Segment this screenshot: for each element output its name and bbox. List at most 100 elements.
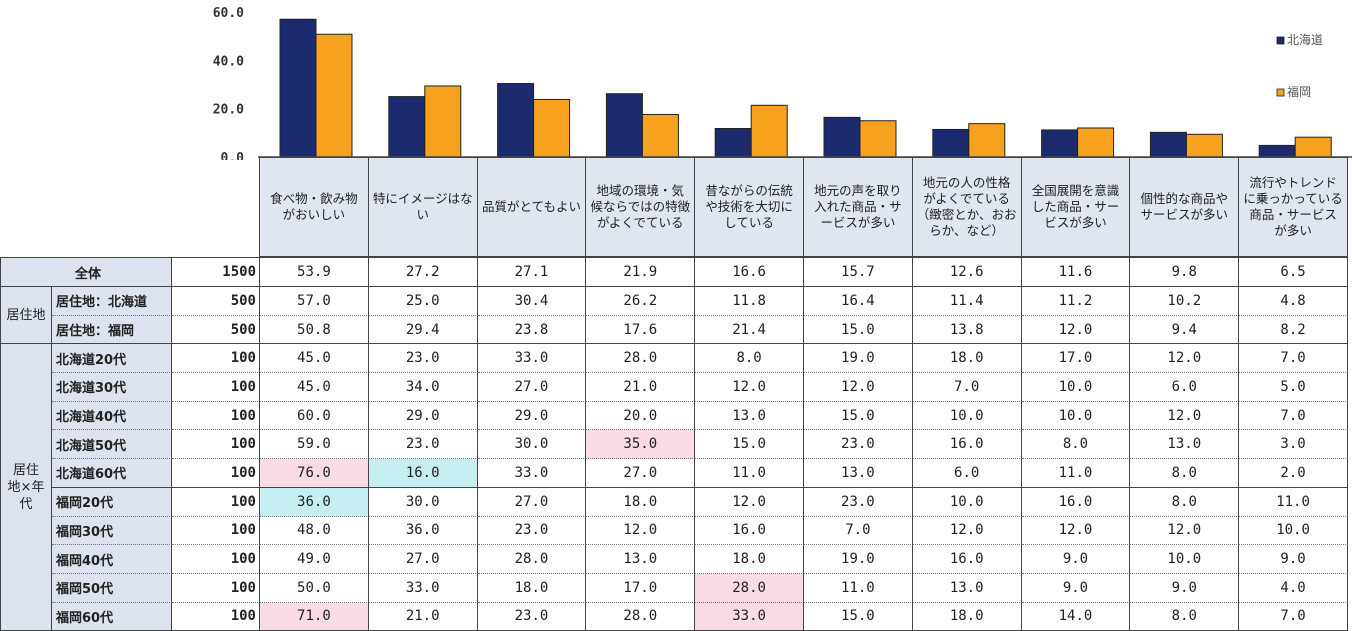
table-cell: 23.0: [368, 430, 478, 460]
table-cell: 29.4: [368, 315, 478, 345]
table-cell: 6.5: [1239, 257, 1348, 287]
sample-size: 100: [172, 602, 260, 631]
table-cell: 57.0: [260, 287, 369, 316]
table-cell: 23.0: [803, 487, 913, 517]
table-cell: 21.0: [368, 602, 478, 631]
table-cell: 11.6: [1021, 257, 1131, 287]
bar-fukuoka: [1294, 136, 1332, 158]
table-cell: 16.4: [803, 287, 913, 316]
table-cell: 33.0: [477, 344, 587, 374]
table-cell: 4.0: [1239, 573, 1348, 603]
table-cell: 11.0: [1239, 487, 1348, 517]
bar-hokkaido: [1041, 129, 1079, 158]
table-cell: 27.0: [368, 545, 478, 574]
table-cell: 15.7: [803, 257, 913, 287]
bar-fukuoka: [1185, 133, 1223, 158]
table-cell: 8.0: [1130, 602, 1240, 631]
bar-hokkaido: [932, 128, 970, 158]
table-cell: 10.2: [1130, 287, 1240, 316]
table-cell: 29.0: [477, 401, 587, 431]
table-cell: 12.6: [912, 257, 1022, 287]
bar-hokkaido: [605, 93, 643, 158]
table-cell: 18.0: [477, 573, 587, 603]
table-cell: 23.0: [803, 430, 913, 460]
table-cell: 19.0: [803, 545, 913, 574]
table-cell: 19.0: [803, 344, 913, 374]
table-cell: 28.0: [477, 545, 587, 574]
table-cell: 14.0: [1021, 602, 1131, 631]
table-cell: 12.0: [695, 373, 804, 402]
row-label: 北海道60代: [52, 459, 172, 488]
table-cell: 28.0: [586, 344, 696, 374]
sample-size: 500: [172, 287, 260, 316]
bar-hokkaido: [1149, 131, 1187, 158]
sample-size: 1500: [172, 257, 260, 287]
sample-size: 500: [172, 315, 260, 345]
table-cell: 23.0: [477, 516, 587, 546]
bar-fukuoka: [1077, 127, 1115, 158]
table-cell: 15.0: [803, 315, 913, 345]
table-cell: 23.0: [477, 602, 587, 631]
table-cell: 49.0: [260, 545, 369, 574]
table-cell: 50.8: [260, 315, 369, 345]
table-cell: 26.2: [586, 287, 696, 316]
legend-swatch: [1276, 88, 1285, 97]
table-cell: 27.1: [477, 257, 587, 287]
table-cell: 50.0: [260, 573, 369, 603]
table-cell: 12.0: [803, 373, 913, 402]
table-cell: 36.0: [368, 516, 478, 546]
table-cell: 9.0: [1021, 573, 1131, 603]
sample-size: 100: [172, 373, 260, 402]
row-label: 居住地：北海道: [52, 287, 172, 316]
table-cell: 4.8: [1239, 287, 1348, 316]
table-cell: 2.0: [1239, 459, 1348, 488]
table-cell: 60.0: [260, 401, 369, 431]
row-label: 全体: [0, 257, 172, 287]
column-header: 昔ながらの伝統や技術を大切にしている: [695, 157, 804, 257]
row-label: 福岡40代: [52, 545, 172, 574]
table-cell: 12.0: [1021, 315, 1131, 345]
row-label: 居住地：福岡: [52, 315, 172, 345]
bar-hokkaido: [1258, 144, 1296, 158]
y-tick-label: 20.0: [213, 103, 244, 118]
bar-fukuoka: [750, 104, 788, 158]
column-header: 食べ物・飲み物がおいしい: [260, 157, 369, 257]
table-cell: 35.0: [586, 430, 696, 460]
table-cell: 30.0: [368, 487, 478, 517]
sample-size: 100: [172, 344, 260, 374]
legend-label: 北海道: [1287, 32, 1323, 47]
bar-hokkaido: [714, 127, 752, 158]
table-cell: 10.0: [1021, 373, 1131, 402]
column-header: 地域の環境・気候ならではの特徴がよくでている: [586, 157, 696, 257]
table-cell: 13.8: [912, 315, 1022, 345]
table-cell: 16.0: [912, 430, 1022, 460]
table-cell: 16.0: [1021, 487, 1131, 517]
table-cell: 21.4: [695, 315, 804, 345]
table-cell: 12.0: [1130, 344, 1240, 374]
table-cell: 27.2: [368, 257, 478, 287]
table-cell: 48.0: [260, 516, 369, 546]
table-cell: 23.8: [477, 315, 587, 345]
table-cell: 34.0: [368, 373, 478, 402]
table-cell: 53.9: [260, 257, 369, 287]
table-cell: 45.0: [260, 373, 369, 402]
table-cell: 15.0: [803, 602, 913, 631]
bar-fukuoka: [968, 123, 1006, 158]
table-cell: 16.0: [368, 459, 478, 488]
bar-hokkaido: [279, 18, 317, 158]
table-cell: 13.0: [803, 459, 913, 488]
table-cell: 59.0: [260, 430, 369, 460]
table-cell: 9.0: [1130, 573, 1240, 603]
table-cell: 16.0: [912, 545, 1022, 574]
table-cell: 10.0: [1130, 545, 1240, 574]
table-cell: 27.0: [586, 459, 696, 488]
table-cell: 11.0: [695, 459, 804, 488]
sample-size: 100: [172, 487, 260, 517]
table-cell: 18.0: [912, 344, 1022, 374]
table-cell: 12.0: [586, 516, 696, 546]
table-cell: 30.4: [477, 287, 587, 316]
table-cell: 33.0: [695, 602, 804, 631]
row-label: 福岡30代: [52, 516, 172, 546]
bar-hokkaido: [497, 83, 535, 158]
table-cell: 11.2: [1021, 287, 1131, 316]
